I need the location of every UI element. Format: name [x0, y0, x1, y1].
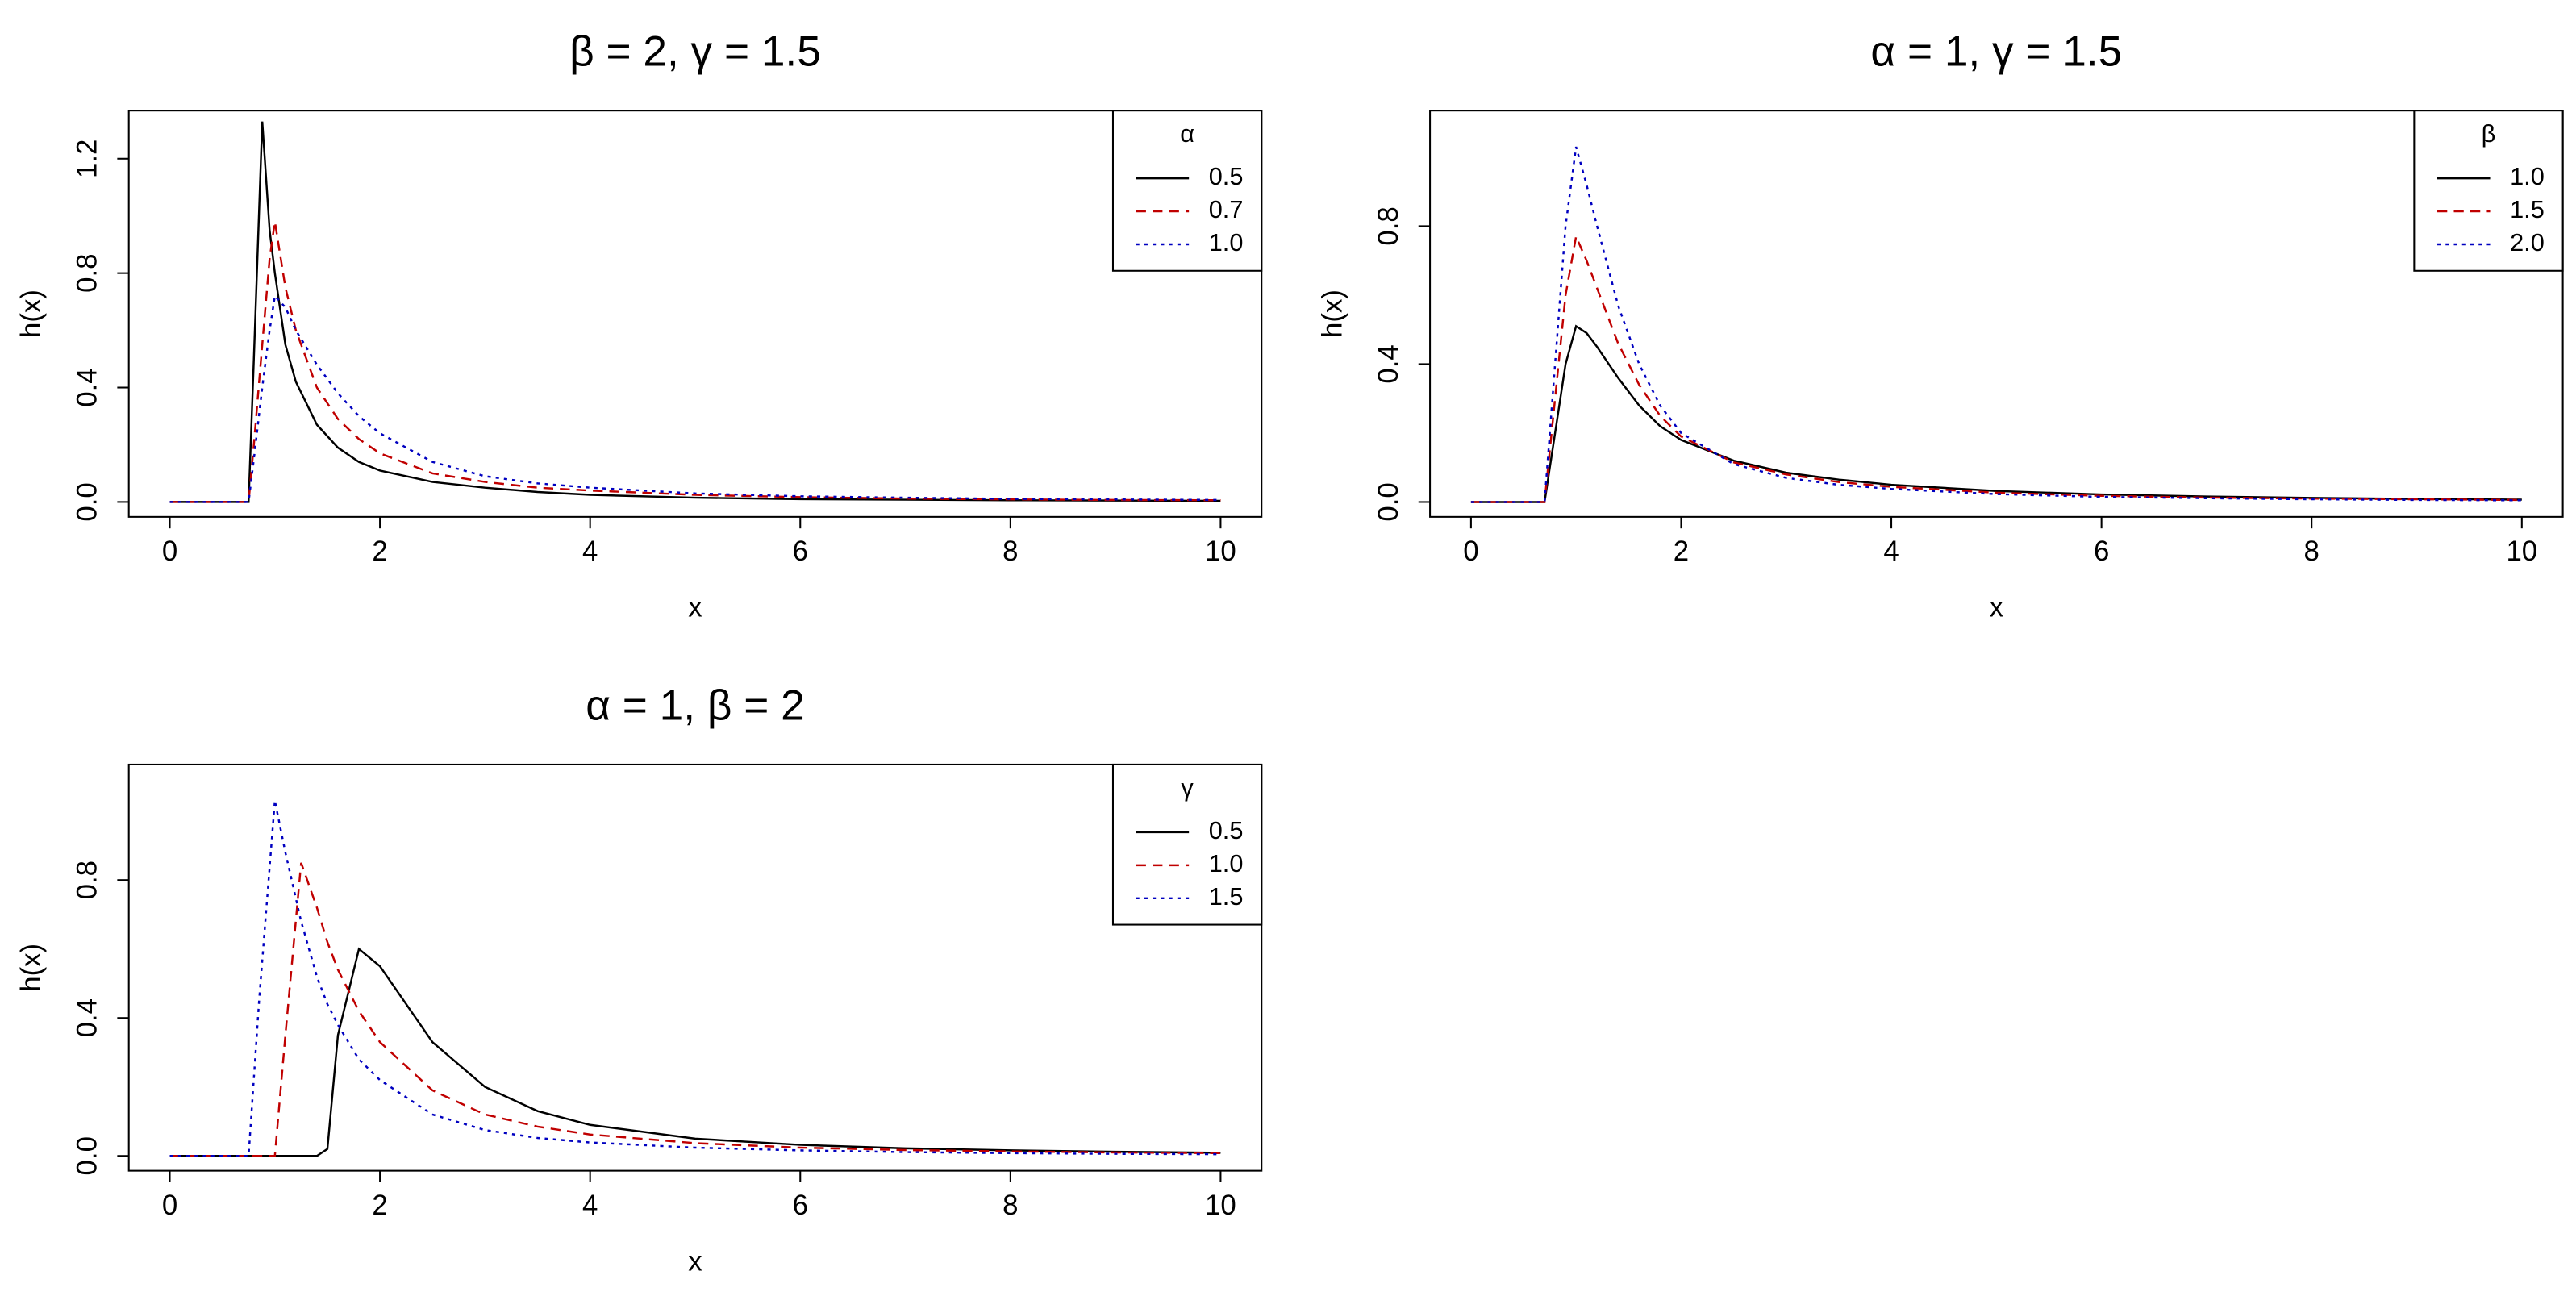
x-tick-label: 2 — [372, 536, 387, 567]
y-tick-label: 0.4 — [72, 368, 103, 406]
y-tick-label: 0.8 — [72, 861, 103, 899]
line — [169, 862, 1221, 1157]
legend-label: 2.0 — [2510, 228, 2545, 256]
chart-title: β = 2, γ = 1.5 — [569, 28, 821, 76]
line — [169, 121, 1221, 503]
chart-title: α = 1, γ = 1.5 — [1870, 28, 2122, 76]
line — [1470, 233, 2522, 503]
plot-frame — [127, 110, 1263, 518]
y-tick-label: 0.8 — [72, 253, 103, 292]
x-tick-label: 10 — [1205, 536, 1236, 567]
legend-label: 1.0 — [1209, 228, 1244, 256]
legend-label: 0.7 — [1209, 195, 1244, 223]
y-axis-label: h(x) — [1317, 290, 1348, 338]
x-tick-label: 0 — [162, 536, 177, 567]
y-tick-label: 0.4 — [1373, 344, 1404, 383]
line — [169, 294, 1221, 503]
legend-label: 1.0 — [2510, 162, 2545, 190]
legend-title: γ — [1181, 773, 1194, 802]
line — [1470, 324, 2522, 503]
x-tick-label: 0 — [162, 1190, 177, 1221]
y-tick-label: 0.4 — [72, 998, 103, 1037]
y-tick-label: 0.8 — [1373, 206, 1404, 245]
x-tick-label: 4 — [1883, 536, 1899, 567]
line — [169, 947, 1221, 1157]
plot-frame — [1429, 110, 2564, 518]
x-tick-label: 2 — [372, 1190, 387, 1221]
x-axis-label: x — [688, 1245, 702, 1277]
y-tick-label: 1.2 — [72, 140, 103, 178]
legend-label: 0.5 — [1209, 162, 1244, 190]
line — [169, 221, 1221, 503]
chart-title: α = 1, β = 2 — [586, 681, 804, 729]
x-tick-label: 0 — [1463, 536, 1478, 567]
legend-label: 1.5 — [1209, 882, 1244, 911]
x-tick-label: 4 — [582, 536, 598, 567]
x-tick-label: 6 — [793, 536, 808, 567]
x-tick-label: 8 — [2304, 536, 2320, 567]
x-axis-label: x — [1990, 592, 2004, 623]
legend-label: 0.5 — [1209, 816, 1244, 844]
x-tick-label: 2 — [1674, 536, 1689, 567]
y-tick-label: 0.0 — [1373, 482, 1404, 521]
y-axis-label: h(x) — [15, 290, 47, 338]
y-axis-label: h(x) — [15, 944, 47, 992]
x-tick-label: 10 — [1205, 1190, 1236, 1221]
plot-frame — [127, 763, 1263, 1172]
legend-title: α — [1180, 119, 1194, 148]
legend-label: 1.0 — [1209, 849, 1244, 877]
x-tick-label: 6 — [2094, 536, 2109, 567]
y-tick-label: 0.0 — [72, 1136, 103, 1175]
legend-title: β — [2482, 119, 2496, 148]
x-tick-label: 8 — [1002, 536, 1018, 567]
legend-label: 1.5 — [2510, 195, 2545, 223]
x-tick-label: 8 — [1002, 1190, 1018, 1221]
x-tick-label: 6 — [793, 1190, 808, 1221]
x-tick-label: 4 — [582, 1190, 598, 1221]
y-tick-label: 0.0 — [72, 482, 103, 521]
line — [1470, 146, 2522, 503]
line — [169, 800, 1221, 1157]
x-tick-label: 10 — [2506, 536, 2537, 567]
x-axis-label: x — [688, 592, 702, 623]
